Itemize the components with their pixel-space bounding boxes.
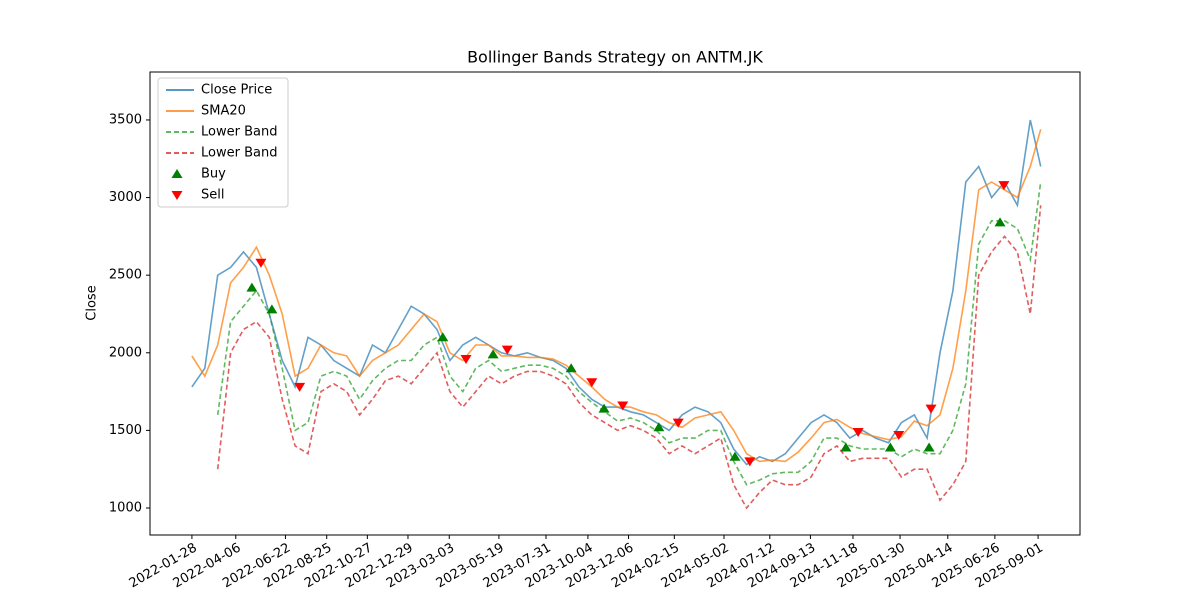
- signal-marker: [744, 457, 756, 467]
- legend-label: Close Price: [201, 83, 272, 98]
- legend-swatch: [171, 169, 183, 178]
- signal-marker: [653, 422, 665, 432]
- y-axis-label: Close: [85, 285, 100, 320]
- signal-marker: [598, 403, 610, 413]
- legend-label: Lower Band: [201, 125, 277, 140]
- signal-marker: [923, 442, 935, 452]
- signal-marker: [884, 442, 896, 452]
- y-tick-label: 3500: [109, 112, 142, 127]
- signal-marker: [501, 345, 513, 355]
- y-tick-label: 2000: [109, 345, 142, 360]
- series-line: [216, 181, 1042, 486]
- y-tick-label: 1000: [109, 500, 142, 515]
- signal-marker: [246, 282, 258, 292]
- signal-marker: [487, 349, 499, 359]
- signal-marker: [255, 258, 267, 268]
- signal-marker: [565, 363, 577, 373]
- signal-marker: [852, 427, 864, 437]
- signal-marker: [672, 418, 684, 428]
- plot-frame: [149, 71, 1081, 536]
- signal-marker: [729, 451, 741, 461]
- series-line: [191, 129, 1042, 463]
- legend-swatch: [171, 191, 183, 200]
- signal-marker: [893, 431, 905, 441]
- y-tick-label: 3000: [109, 190, 142, 205]
- legend-label: Buy: [201, 167, 226, 182]
- signal-marker: [437, 332, 449, 342]
- signal-marker: [460, 354, 472, 364]
- signal-marker: [266, 304, 278, 314]
- signal-marker: [617, 401, 629, 411]
- signal-marker: [998, 181, 1010, 191]
- signal-marker: [294, 382, 306, 392]
- signal-marker: [925, 404, 937, 414]
- legend-label: Lower Band: [201, 146, 277, 161]
- y-tick-label: 2500: [109, 268, 142, 283]
- series-line: [216, 205, 1042, 510]
- signal-marker: [994, 217, 1006, 227]
- signal-marker: [586, 378, 598, 388]
- signal-marker: [840, 442, 852, 452]
- chart-title: Bollinger Bands Strategy on ANTM.JK: [467, 48, 763, 67]
- series-line: [191, 119, 1042, 466]
- y-tick-label: 1500: [109, 423, 142, 438]
- legend-label: Sell: [201, 188, 224, 203]
- legend-label: SMA20: [201, 104, 246, 119]
